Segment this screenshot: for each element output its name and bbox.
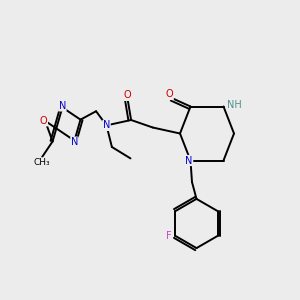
Text: O: O: [40, 116, 47, 126]
Text: N: N: [71, 137, 78, 147]
Text: F: F: [166, 231, 171, 241]
Text: CH₃: CH₃: [34, 158, 50, 167]
Text: N: N: [185, 155, 193, 166]
Text: NH: NH: [226, 100, 242, 110]
Text: N: N: [103, 120, 110, 130]
Text: O: O: [166, 89, 173, 100]
Text: O: O: [124, 90, 131, 100]
Text: N: N: [59, 101, 66, 111]
